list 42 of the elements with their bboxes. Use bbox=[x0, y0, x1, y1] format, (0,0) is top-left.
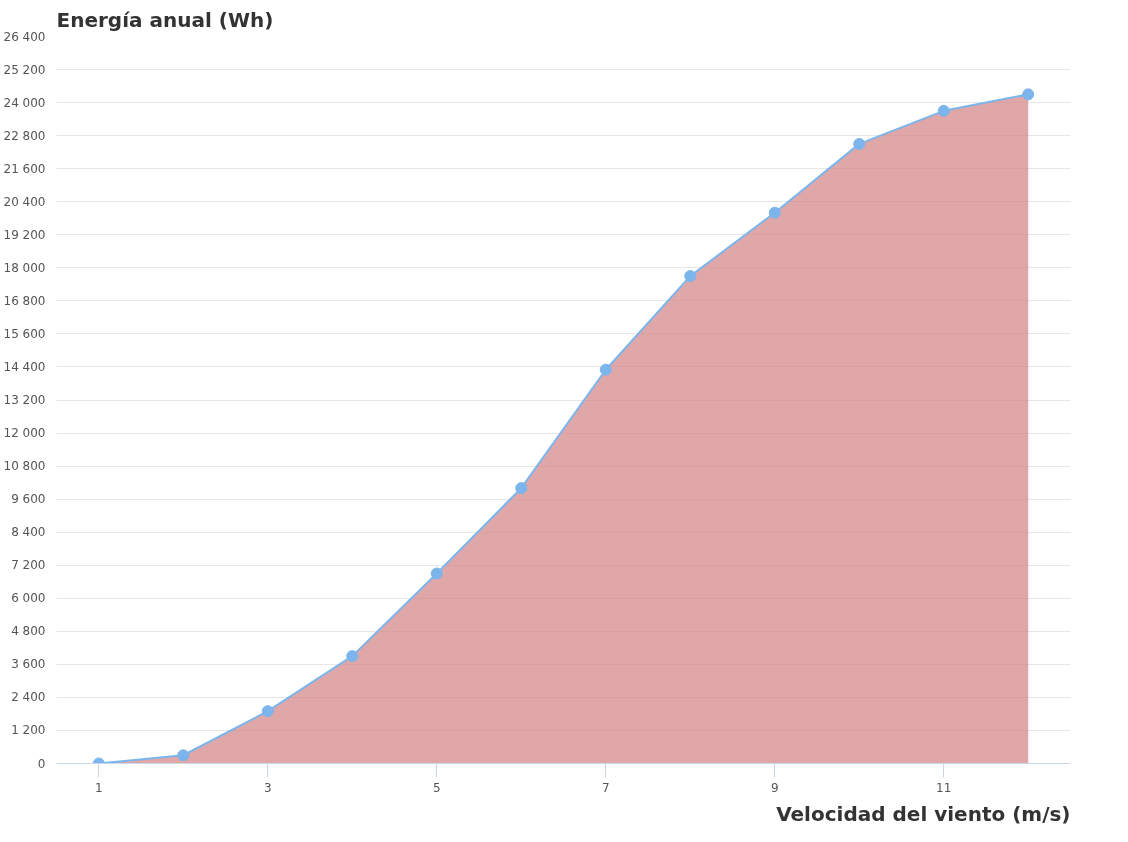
y-tick-label: 24 000 bbox=[3, 95, 46, 110]
point bbox=[599, 363, 612, 376]
y-tick-label: 19 200 bbox=[3, 227, 46, 242]
point bbox=[261, 705, 274, 718]
point bbox=[515, 482, 528, 495]
y-axis-title: Energía anual (Wh) bbox=[56, 7, 274, 32]
y-tick-label: 7 200 bbox=[11, 558, 46, 573]
y-tick-label: 15 600 bbox=[3, 326, 46, 341]
x-tick-label: 5 bbox=[432, 780, 441, 795]
y-tick-label: 16 800 bbox=[3, 293, 46, 308]
point bbox=[346, 650, 359, 663]
y-tick-label: 13 200 bbox=[3, 393, 46, 407]
point bbox=[853, 137, 866, 150]
y-tick-label: 8 400 bbox=[11, 525, 46, 540]
y-tick-label: 18 000 bbox=[3, 260, 46, 275]
y-tick-label: 12 000 bbox=[3, 426, 46, 441]
y-tick-label: 6 000 bbox=[11, 591, 46, 606]
point bbox=[430, 567, 443, 580]
x-tick-label: 11 bbox=[936, 780, 952, 795]
point bbox=[1022, 88, 1035, 101]
y-tick-label: 3 600 bbox=[11, 657, 46, 672]
y-tick-label: 14 400 bbox=[3, 359, 46, 374]
point bbox=[177, 749, 190, 762]
y-tick-label: 20 400 bbox=[3, 194, 46, 209]
y-tick-label: 9 600 bbox=[11, 492, 46, 507]
y-tick-label: 10 800 bbox=[3, 459, 46, 474]
y-tick-label: 22 800 bbox=[3, 128, 46, 143]
x-axis-title: Velocidad del viento (m/s) bbox=[776, 801, 1071, 826]
x-tick-label: 9 bbox=[770, 780, 779, 795]
y-tick-label: 26 400 bbox=[3, 29, 46, 44]
point bbox=[937, 104, 950, 117]
x-tick-label: 7 bbox=[601, 780, 610, 795]
x-tick-label: 1 bbox=[94, 780, 103, 795]
y-tick-label: 25 200 bbox=[3, 62, 46, 77]
y-tick-label: 1 200 bbox=[11, 723, 46, 738]
point bbox=[684, 270, 697, 283]
y-tick-label: 4 800 bbox=[11, 624, 46, 639]
y-tick-label: 21 600 bbox=[3, 161, 46, 176]
x-tick-label: 3 bbox=[263, 780, 272, 795]
y-tick-label: 0 bbox=[37, 756, 46, 771]
y-tick-label: 2 400 bbox=[11, 690, 46, 705]
point bbox=[768, 206, 781, 219]
